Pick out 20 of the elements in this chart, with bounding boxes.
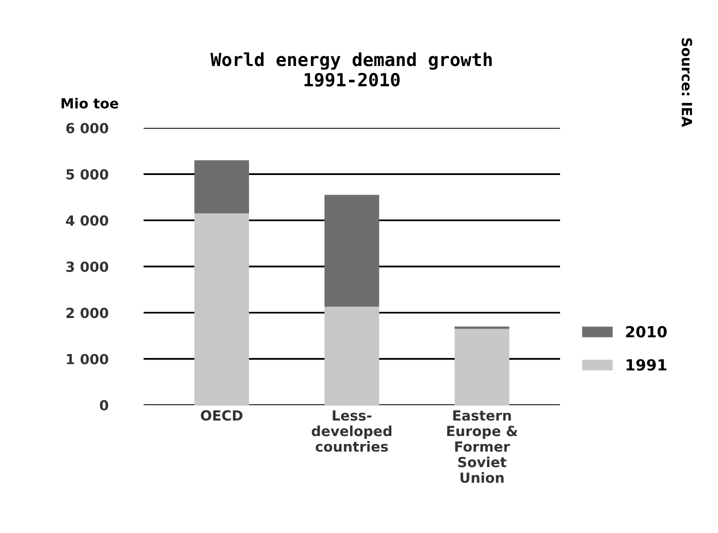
chart-title: World energy demand growth 1991-2010 xyxy=(210,52,492,87)
y-tick-label: 0 xyxy=(100,400,108,411)
bar xyxy=(194,160,250,214)
x-tick-label: Eastern Europe & Former Soviet Union xyxy=(447,410,518,483)
y-tick-label: 5 000 xyxy=(66,169,108,180)
source-note: Source: IEA xyxy=(682,38,692,127)
y-tick-label: 2 000 xyxy=(66,308,108,318)
y-tick-label: 1 000 xyxy=(66,354,108,364)
x-tick-label: Less- developed countries xyxy=(312,410,392,452)
bar xyxy=(324,194,380,307)
bar xyxy=(454,328,510,406)
y-tick-label: 6 000 xyxy=(66,122,108,134)
bar xyxy=(324,306,380,406)
y-tick-label: 4 000 xyxy=(66,215,108,226)
x-tick-label: OECD xyxy=(200,410,242,421)
y-axis-title: Mio toe xyxy=(62,98,118,109)
y-tick-label: 3 000 xyxy=(66,261,108,272)
legend-label: 2010 xyxy=(626,326,667,338)
bar xyxy=(194,213,250,406)
legend-label: 1991 xyxy=(626,359,666,371)
